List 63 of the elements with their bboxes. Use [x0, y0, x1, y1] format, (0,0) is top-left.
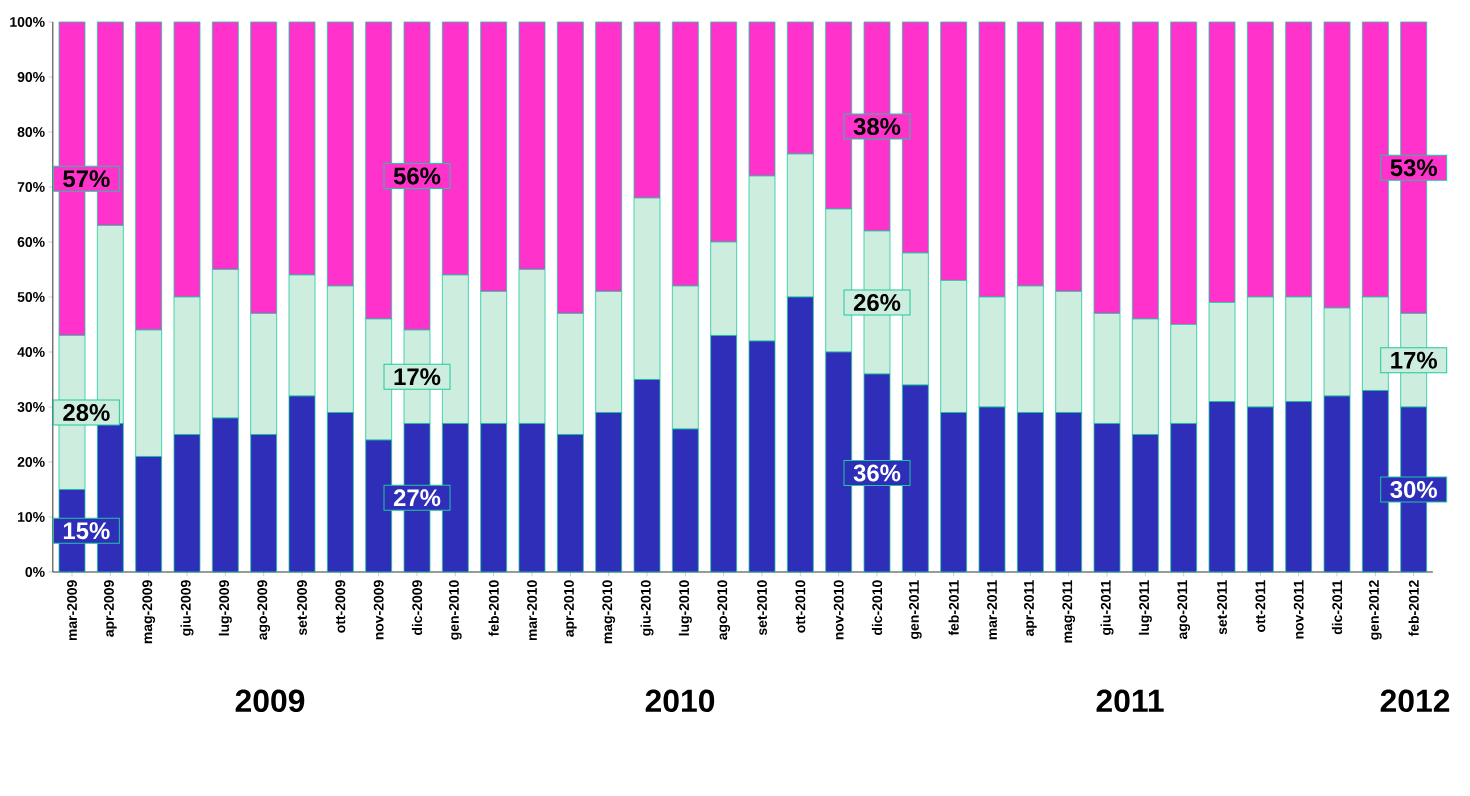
- x-tick-label: nov-2009: [373, 580, 384, 640]
- x-tick-label: apr-2011: [1024, 580, 1037, 636]
- x-tick-label: set-2009: [297, 580, 307, 636]
- x-tick-label: ago-2011: [1177, 580, 1191, 640]
- y-tick-label: 0%: [25, 567, 45, 577]
- data-label: 56%: [393, 167, 441, 185]
- x-tick-label: mar-2011: [987, 580, 997, 640]
- data-label: 30%: [1390, 481, 1437, 498]
- x-tick-label: mar-2009: [67, 580, 77, 641]
- data-label: 17%: [1391, 351, 1437, 369]
- x-tick-label: set-2010: [757, 580, 767, 636]
- data-label: 28%: [63, 404, 110, 421]
- x-tick-label: ago-2010: [717, 580, 731, 640]
- x-tick-label: ott-2011: [1255, 580, 1266, 632]
- data-label: 27%: [393, 489, 441, 507]
- y-tick-label: 80%: [17, 127, 45, 137]
- x-tick-label: giu-2010: [640, 580, 654, 636]
- x-tick-label: gen-2012: [1368, 580, 1382, 640]
- x-tick-label: lug-2011: [1138, 580, 1152, 635]
- data-label: 26%: [853, 294, 901, 311]
- x-tick-label: feb-2011: [948, 580, 959, 636]
- y-tick-label: 90%: [17, 72, 45, 82]
- x-tick-label: set-2011: [1217, 580, 1227, 635]
- x-tick-label: giu-2011: [1100, 580, 1114, 636]
- y-tick-label: 40%: [17, 347, 45, 357]
- x-tick-label: apr-2010: [564, 580, 577, 637]
- x-tick-label: lug-2009: [218, 580, 232, 636]
- x-tick-label: mar-2010: [527, 580, 537, 641]
- x-tick-label: nov-2010: [833, 580, 844, 640]
- y-tick-label: 100%: [10, 17, 45, 27]
- x-tick-label: giu-2009: [180, 580, 194, 636]
- x-tick-label: gen-2010: [448, 580, 462, 640]
- x-tick-label: lug-2010: [678, 580, 692, 636]
- y-tick-label: 20%: [17, 457, 45, 467]
- x-tick-label: nov-2011: [1293, 580, 1304, 639]
- text: 2012: [1380, 689, 1450, 713]
- text: 2011: [1096, 689, 1164, 713]
- data-label: 36%: [853, 464, 901, 482]
- x-tick-label: dic-2010: [871, 580, 883, 636]
- x-tick-label: mag-2009: [142, 580, 156, 644]
- text: 2009: [235, 689, 305, 713]
- x-tick-label: ott-2010: [795, 580, 806, 633]
- x-tick-label: dic-2009: [411, 580, 423, 636]
- data-label: 17%: [394, 368, 441, 386]
- x-tick-label: apr-2009: [104, 580, 117, 637]
- x-tick-label: ago-2009: [257, 580, 271, 640]
- x-tick-label: feb-2012: [1408, 580, 1419, 637]
- text: 2010: [645, 689, 715, 713]
- y-tick-label: 30%: [17, 402, 45, 412]
- data-label: 38%: [853, 118, 901, 135]
- y-tick-label: 10%: [18, 512, 45, 522]
- data-label: 57%: [63, 170, 110, 188]
- x-tick-label: ott-2009: [335, 580, 346, 633]
- x-tick-label: dic-2011: [1331, 580, 1343, 635]
- y-tick-label: 70%: [17, 182, 45, 192]
- x-tick-label: feb-2010: [488, 580, 499, 637]
- x-tick-label: mag-2011: [1062, 580, 1076, 643]
- x-tick-label: gen-2011: [908, 580, 922, 639]
- y-tick-label: 50%: [17, 292, 45, 302]
- data-label: 15%: [63, 522, 110, 540]
- y-tick-label: 60%: [17, 237, 45, 247]
- data-label: 53%: [1390, 159, 1437, 177]
- x-tick-label: mag-2010: [602, 580, 616, 644]
